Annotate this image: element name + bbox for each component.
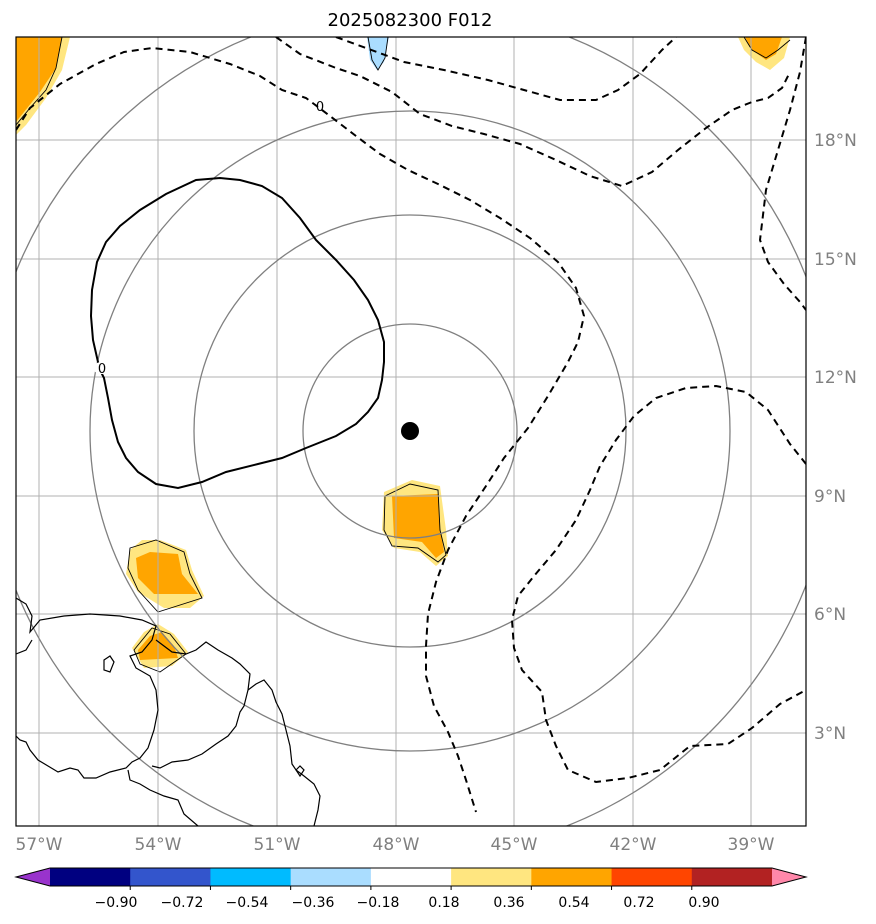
colorbar-swatch	[290, 868, 372, 886]
shade-patch-top	[367, 37, 389, 70]
lon-label: 48°W	[373, 835, 420, 855]
colorbar-tick-label: −0.90	[95, 895, 138, 911]
colorbar-tick-label: 0.18	[428, 895, 459, 911]
contour-dashed-3	[335, 37, 677, 101]
colorbar-swatch	[691, 868, 773, 886]
map-area: 0 0	[16, 37, 806, 826]
colorbar-tick-label: 0.36	[493, 895, 524, 911]
lon-label: 57°W	[16, 835, 63, 855]
colorbar-tick-label: 0.72	[623, 895, 654, 911]
shade-patch-center-core	[392, 494, 444, 558]
colorbar-tick-label: −0.72	[161, 895, 204, 911]
colorbar-tick-label: −0.36	[292, 895, 335, 911]
colorbar-swatch	[611, 868, 693, 886]
shaded-field	[16, 37, 790, 668]
contour-label-1: 0	[98, 362, 106, 377]
colorbar-swatch	[50, 868, 131, 886]
colorbar-extend-max	[772, 868, 806, 886]
contour-dashed-1	[16, 46, 586, 813]
range-rings	[16, 37, 806, 826]
contours-dashed	[16, 37, 806, 813]
colorbar-swatch	[370, 868, 452, 886]
colorbar-outline	[14, 867, 808, 887]
contour-labels: 0 0	[98, 100, 324, 377]
colorbar-tick-label: −0.54	[226, 895, 269, 911]
contour-label-bg-1	[93, 362, 111, 374]
contour-dashed-5	[510, 384, 806, 784]
lat-label: 6°N	[814, 605, 846, 625]
colorbar-swatch	[531, 868, 613, 886]
map-frame	[15, 36, 807, 827]
lon-label: 39°W	[728, 835, 775, 855]
lon-axis-labels: 57°W 54°W 51°W 48°W 45°W 42°W 39°W	[16, 835, 775, 855]
contour-solid-zero	[89, 176, 385, 490]
contour-label-2: 0	[316, 100, 324, 115]
colorbar: −0.90 −0.72 −0.54 −0.36 −0.18 0.18 0.36 …	[14, 867, 808, 911]
lat-label: 3°N	[814, 724, 846, 744]
lat-label: 15°N	[814, 250, 857, 270]
colorbar-swatch	[451, 868, 532, 886]
storm-center-marker	[401, 422, 419, 440]
lon-label: 54°W	[135, 835, 182, 855]
colorbar-tick-label: 0.90	[688, 895, 719, 911]
colorbar-swatch	[210, 868, 292, 886]
coastline	[16, 597, 321, 826]
shade-patch-ne-core	[745, 37, 782, 60]
colorbar-extend-min	[16, 868, 50, 886]
range-ring-2	[193, 214, 627, 648]
map-title: 2025082300 F012	[328, 10, 493, 31]
colorbar-tick-label: 0.54	[558, 895, 589, 911]
lon-label: 42°W	[610, 835, 657, 855]
range-ring-3	[89, 110, 731, 752]
lat-label: 12°N	[814, 368, 857, 388]
lon-label: 45°W	[491, 835, 538, 855]
colorbar-swatches	[16, 868, 806, 886]
range-ring-1	[302, 323, 518, 539]
colorbar-swatch	[130, 868, 211, 886]
lat-axis-labels: 18°N 15°N 12°N 9°N 6°N 3°N	[814, 131, 857, 744]
lon-label: 51°W	[254, 835, 301, 855]
shade-patch-west-core	[136, 552, 198, 594]
colorbar-ticks	[129, 886, 693, 890]
colorbar-tick-labels: −0.90 −0.72 −0.54 −0.36 −0.18 0.18 0.36 …	[95, 895, 720, 911]
lat-label: 9°N	[814, 487, 846, 507]
colorbar-tick-label: −0.18	[357, 895, 400, 911]
contour-dashed-4	[758, 37, 806, 311]
lat-label: 18°N	[814, 131, 857, 151]
contour-dashed-2	[275, 37, 791, 188]
